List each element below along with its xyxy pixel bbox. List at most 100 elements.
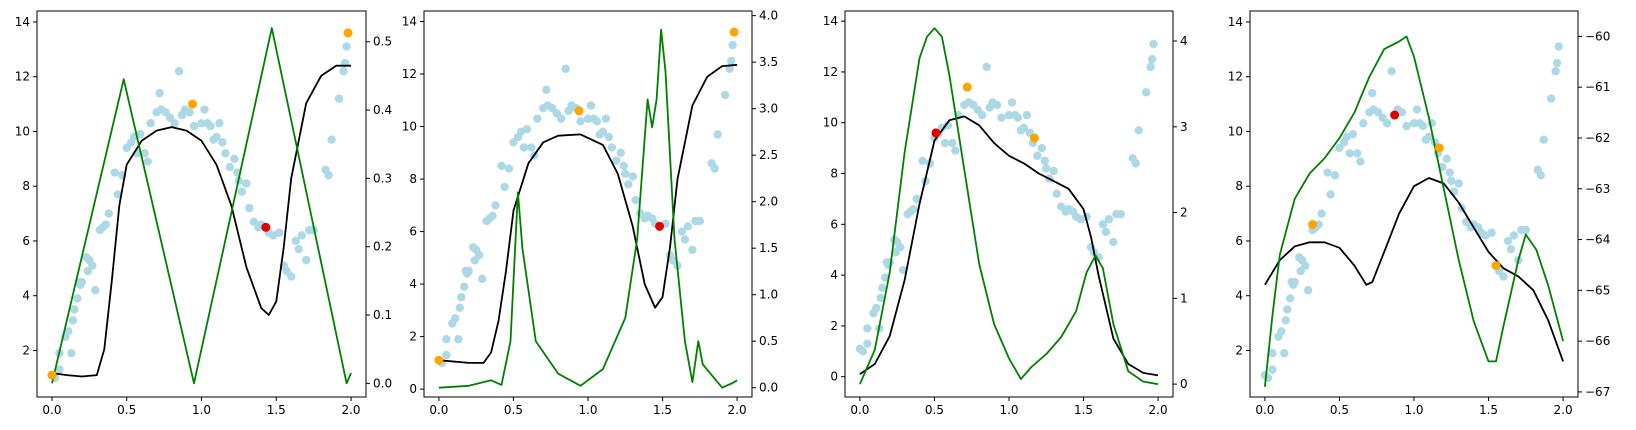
scatter-point [1317, 209, 1326, 218]
scatter-point [583, 114, 593, 123]
scatter-point [174, 67, 184, 76]
y2-tick-label: −60 [1585, 29, 1610, 43]
scatter-point [1268, 348, 1277, 358]
scatter-point [1539, 135, 1548, 144]
scatter-point [1147, 55, 1157, 64]
scatter-point [1546, 94, 1556, 103]
scatter-point [113, 190, 122, 199]
scatter-point [339, 67, 348, 76]
scatter-point [504, 164, 514, 173]
scatter-point [242, 179, 251, 188]
scatter-point [912, 194, 921, 204]
y2-tick-label: −63 [1585, 182, 1610, 196]
scatter-point [872, 303, 881, 313]
y-tick-label: 12 [823, 65, 838, 79]
scatter-point [542, 85, 551, 94]
scatter-point [1134, 126, 1143, 135]
scatter-point [992, 100, 1002, 110]
x-tick-label: 2.0 [728, 403, 747, 417]
x-tick-label: 1.0 [578, 403, 597, 417]
scatter-point [604, 132, 614, 142]
scatter-point [619, 161, 628, 171]
scatter-point [1116, 209, 1126, 219]
scatter-point [1146, 62, 1155, 72]
scatter-point [624, 180, 633, 189]
scatter-point [342, 42, 351, 51]
orange-point [188, 99, 198, 109]
scatter-point [688, 245, 697, 255]
y2-tick-label: 0.0 [373, 376, 392, 390]
scatter-point [88, 261, 97, 270]
y2-tick-label: −64 [1585, 233, 1610, 247]
scatter-point [612, 156, 621, 165]
y-tick-label: 10 [823, 116, 838, 130]
scatter-point [488, 211, 497, 221]
scatter-point [185, 108, 194, 117]
scatter-point [680, 235, 690, 244]
x-tick-label: 2.0 [341, 403, 360, 417]
scatter-point [1141, 88, 1151, 97]
y2-tick-label: −65 [1585, 283, 1610, 297]
scatter-point [601, 114, 611, 123]
scatter-point [68, 316, 78, 325]
scatter-point [1503, 236, 1513, 246]
scatter-point [237, 187, 247, 196]
scatter-point [474, 251, 484, 260]
scatter-point [1131, 159, 1140, 168]
y-tick-label: 12 [402, 67, 417, 81]
chart-panel-2: 0.0 0.5 1.0 1.5 2.0 0 2 4 6 8 10 12 14 0.0 0.5 1.0 1.5 2.… [402, 9, 778, 417]
y2-tick-label: −66 [1585, 334, 1610, 348]
y-tick-label: 6 [1235, 234, 1243, 248]
scatter-point [225, 162, 235, 172]
scatter-point [1554, 42, 1563, 51]
orange-point [47, 370, 57, 380]
x-tick-label: 1.0 [192, 403, 211, 417]
green-curve [1264, 35, 1564, 387]
scatter-point [997, 113, 1006, 122]
orange-point [729, 27, 739, 37]
orange-point [574, 106, 584, 116]
x-tick-label: 1.0 [1404, 403, 1423, 417]
scatter-point [1424, 132, 1434, 142]
y2-tick-label: 0 [1180, 377, 1188, 391]
scatter-point [1387, 67, 1396, 76]
scatter-point [155, 88, 164, 98]
scatter-point [200, 105, 209, 114]
scatter-point [1033, 151, 1042, 160]
y2-tick-label: 0.4 [373, 103, 392, 117]
red-point [655, 221, 665, 231]
x-tick-label: 0.0 [429, 403, 448, 417]
scatter-point [720, 90, 730, 100]
scatter-point [1397, 108, 1407, 117]
scatter-point [64, 327, 73, 336]
red-point [261, 222, 271, 232]
scatter-point [1409, 119, 1419, 128]
scatter-point [728, 40, 737, 50]
scatter-point [457, 293, 466, 302]
scatter-point [878, 283, 887, 293]
scatter-point [442, 335, 451, 344]
y-tick-label: 10 [402, 120, 417, 134]
scatter-point [143, 157, 152, 166]
y-tick-label: 12 [1228, 70, 1243, 84]
scatter-point [586, 101, 596, 110]
y-tick-label: 0 [409, 382, 417, 396]
scatter-point [943, 121, 953, 130]
scatter-point [197, 119, 206, 128]
scatter-point [1049, 166, 1058, 176]
scatter-point [918, 156, 927, 166]
scatter-point [455, 303, 464, 312]
y2-tick-label: 0.2 [373, 240, 392, 254]
scatter-point [725, 64, 734, 73]
x-tick-label: 0.5 [504, 403, 523, 417]
scatter-point [497, 161, 506, 171]
scatter-point [1509, 231, 1519, 240]
scatter-point [1418, 121, 1428, 131]
scatter-point [101, 220, 110, 229]
scatter-point [1300, 261, 1310, 270]
y2-tick-label: −62 [1585, 131, 1610, 145]
x-tick-label: 0.5 [117, 403, 136, 417]
x-tick-label: 1.5 [1479, 403, 1498, 417]
scatter-point [576, 117, 585, 126]
y-tick-label: 14 [823, 14, 838, 28]
